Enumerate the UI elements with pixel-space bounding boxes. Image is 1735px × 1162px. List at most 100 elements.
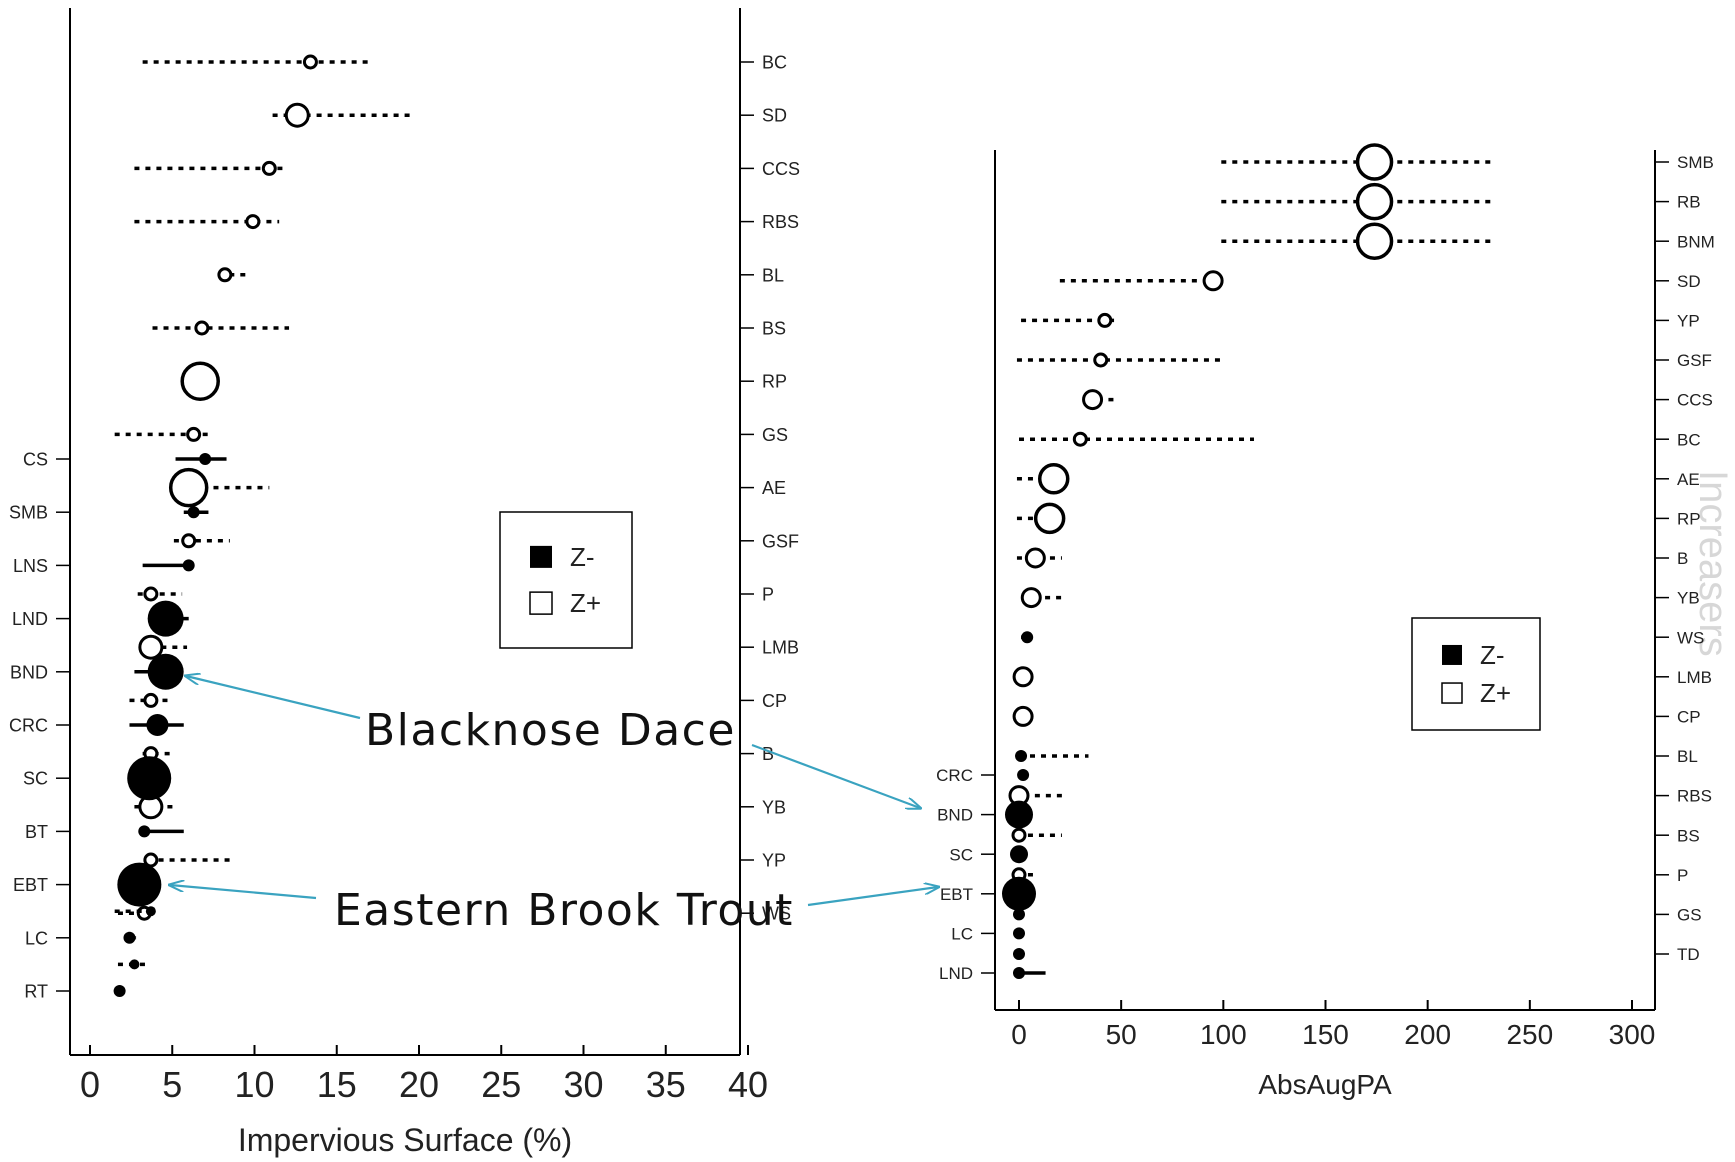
x-tick-label: 10 [234,1064,274,1105]
right-tick-label: LMB [762,638,799,658]
right-tick-label: BL [1677,747,1698,766]
increaser-point [1015,750,1028,762]
right-tick-label: YP [1677,312,1700,331]
increaser-point [1355,222,1394,260]
right-tick-label: WS [1677,628,1704,647]
increaser-point [245,214,261,230]
increaser-point [143,586,159,602]
increaser-point [1021,631,1034,644]
x-tick-label: 100 [1200,1019,1247,1050]
x-tick-label: 150 [1302,1019,1349,1050]
legend-label: Z- [1480,640,1505,670]
increaser-point [1093,352,1109,368]
right-tick-label: BNM [1677,232,1715,251]
x-tick-label: 5 [162,1064,182,1105]
right-tick-label: RP [1677,510,1701,529]
decreaser-point [117,862,162,907]
right-tick-label: GS [762,425,788,445]
decreaser-point [113,985,126,997]
decreaser-point [182,559,195,572]
x-tick-label: 50 [1106,1019,1137,1050]
decreaser-point [199,453,212,465]
right-tick-label: P [762,584,774,604]
x-tick-label: 25 [481,1064,521,1105]
increaser-point [1012,666,1034,688]
left-tick-label: BND [10,662,48,682]
decreaser-point [1005,800,1033,829]
right-tick-label: AE [1677,470,1700,489]
increaser-point [1012,705,1034,727]
x-tick-label: 0 [80,1064,100,1105]
left-tick-label: LC [25,928,48,948]
right-tick-label: BS [762,318,786,338]
annotation-layer: Blacknose Dace Eastern Brook Trout [170,676,938,936]
annotation-arrow [186,676,361,720]
legend-swatch-filled [530,545,552,568]
left-tick-label: SC [23,769,48,789]
increaser-point [1033,502,1066,535]
increaser-point [1082,389,1104,411]
left-tick-label: BND [937,806,973,825]
left-tick-label: EBT [940,885,973,904]
decreaser-point [1013,967,1025,979]
legend: Z- Z+ [499,511,633,649]
increaser-point [194,320,210,336]
annotation-arrow [807,887,938,907]
right-tick-label: B [1677,549,1688,568]
x-axis-label: Impervious Surface (%) [238,1122,572,1158]
decreaser-extra-point [145,906,156,917]
increaser-point [1011,827,1027,843]
decreaser-point [1017,769,1030,781]
increaser-point [1097,312,1113,328]
increaser-point [302,54,318,70]
left-tick-label: EBT [13,875,48,895]
right-tick-label: BC [762,52,787,72]
right-tick-label: SD [1677,272,1701,291]
increaser-point [1037,463,1070,495]
right-tick-label: YB [762,797,786,817]
right-tick-label: RB [1677,193,1701,212]
increaser-point [1202,270,1224,292]
right-tick-label: GS [1677,906,1702,925]
right-tick-label: SMB [1677,153,1714,172]
left-tick-label: SMB [9,503,48,523]
decreaser-point [127,756,172,801]
x-tick-label: 20 [399,1064,439,1105]
decreaser-point [138,825,151,838]
decreaser-point [146,714,169,736]
x-tick-label: 40 [728,1064,768,1105]
decreaser-point [147,600,184,637]
legend-box [1411,617,1541,731]
right-tick-label: LMB [1677,668,1712,687]
increaser-point [1013,948,1025,960]
left-tick-label: BT [25,822,48,842]
legend-label: Z+ [570,588,601,618]
x-tick-label: 0 [1011,1019,1027,1050]
increaser-point [217,267,233,283]
right-tick-label: AE [762,478,786,498]
increaser-point [138,634,164,660]
decreaser-point [147,653,184,690]
increaser-point [181,533,197,549]
left-tick-label: LND [12,609,48,629]
annotation-arrow [170,885,317,900]
left-tick-label: CRC [9,715,48,735]
increaser-point [143,692,159,708]
decreaser-point [187,506,200,519]
increaser-point [1024,547,1046,569]
left-tick-label: CS [23,449,48,469]
legend-swatch-open [1441,682,1463,704]
decreaser-point [1013,927,1025,940]
increaser-point [1072,431,1088,447]
vertical-watermark: Increasers [1691,470,1735,657]
increaser-point [1020,587,1042,609]
x-tick-label: 30 [563,1064,603,1105]
x-tick-label: 35 [646,1064,686,1105]
left-tick-label: LND [939,964,973,983]
left-tick-label: RT [24,981,48,1001]
right-tick-label: BL [762,265,784,285]
right-tick-label: CCS [1677,391,1713,410]
annotation-arrow [751,743,920,808]
right-tick-label: YB [1677,589,1700,608]
